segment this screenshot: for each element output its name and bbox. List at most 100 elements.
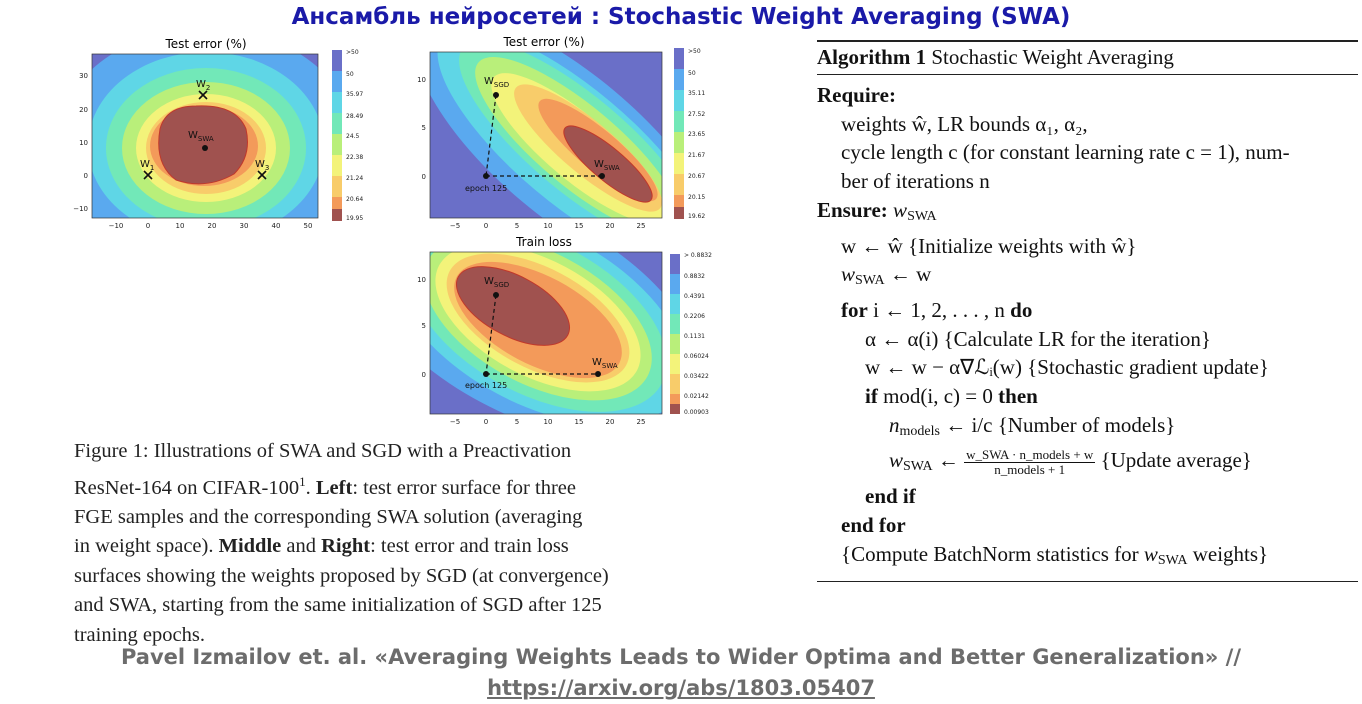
colorbar <box>674 48 684 219</box>
svg-text:−10: −10 <box>73 205 88 213</box>
svg-text:> 0.8832: > 0.8832 <box>684 252 712 259</box>
figure-caption: Figure 1: Illustrations of SWA and SGD w… <box>74 440 609 646</box>
slide-title: Ансамбль нейросетей : Stochastic Weight … <box>291 4 1071 30</box>
svg-text:5: 5 <box>422 124 426 132</box>
svg-text:0.02142: 0.02142 <box>684 393 709 400</box>
svg-text:0: 0 <box>422 371 426 379</box>
svg-text:24.5: 24.5 <box>346 133 360 140</box>
svg-text:0.06024: 0.06024 <box>684 353 709 360</box>
algo-line: wSWA ← w_SWA · n_models + w n_models + 1 … <box>889 447 1252 478</box>
algo-line: nmodels ← i/c {Number of models} <box>889 412 1176 439</box>
algo-line: end if <box>865 484 916 509</box>
point-label: WSGD <box>484 276 509 289</box>
svg-text:21.67: 21.67 <box>688 152 705 159</box>
algo-line: w ← ŵ {Initialize weights with ŵ} <box>841 233 1137 258</box>
svg-text:>50: >50 <box>346 49 359 56</box>
point-label: WSWA <box>592 357 618 370</box>
svg-text:10: 10 <box>417 76 426 84</box>
svg-text:0.1131: 0.1131 <box>684 333 705 340</box>
svg-text:50: 50 <box>688 70 696 77</box>
svg-text:15: 15 <box>575 222 584 230</box>
svg-text:0: 0 <box>84 172 88 180</box>
svg-text:10: 10 <box>176 222 185 230</box>
point-label: W3 <box>255 159 269 172</box>
plot-left-test-error: Test error (%) W2 WSWA W1 W3 −10 0 10 20… <box>56 34 376 234</box>
plot-title: Train loss <box>515 235 572 249</box>
algo-line: for i ← 1, 2, . . . , n do <box>841 297 1033 322</box>
svg-text:28.49: 28.49 <box>346 113 363 120</box>
svg-text:0.00903: 0.00903 <box>684 409 709 416</box>
footer-citation: Pavel Izmailov et. al. «Averaging Weight… <box>0 642 1362 704</box>
require-keyword: Require: <box>817 83 896 107</box>
algorithm-label: Algorithm 1 <box>817 45 927 69</box>
svg-text:10: 10 <box>544 418 553 426</box>
svg-text:5: 5 <box>422 322 426 330</box>
point-label: WSWA <box>188 130 214 143</box>
figure-label: Figure 1: <box>74 440 149 462</box>
svg-text:−5: −5 <box>450 222 460 230</box>
colorbar <box>332 50 342 221</box>
svg-text:10: 10 <box>417 276 426 284</box>
svg-text:21.24: 21.24 <box>346 175 363 182</box>
svg-text:0: 0 <box>484 418 488 426</box>
svg-text:20: 20 <box>606 418 615 426</box>
point-label: WSGD <box>484 76 509 89</box>
point-label: W2 <box>196 79 210 92</box>
algorithm-box: Algorithm 1 Stochastic Weight Averaging … <box>817 40 1358 583</box>
svg-text:19.62: 19.62 <box>688 213 705 220</box>
svg-text:30: 30 <box>240 222 249 230</box>
svg-text:25: 25 <box>637 222 646 230</box>
svg-text:27.52: 27.52 <box>688 111 705 118</box>
svg-text:35.11: 35.11 <box>688 90 705 97</box>
fraction: w_SWA · n_models + w n_models + 1 <box>964 447 1096 478</box>
svg-text:50: 50 <box>346 71 354 78</box>
plot-title: Test error (%) <box>502 35 584 49</box>
algo-line: w ← w − α∇ℒᵢ(w) {Stochastic gradient upd… <box>865 355 1269 380</box>
svg-text:35.97: 35.97 <box>346 91 363 98</box>
svg-text:10: 10 <box>544 222 553 230</box>
algo-line: if mod(i, c) = 0 then <box>865 384 1038 409</box>
svg-text:20: 20 <box>606 222 615 230</box>
colorbar <box>670 254 680 414</box>
svg-text:5: 5 <box>515 418 519 426</box>
point-label: WSWA <box>594 159 620 172</box>
svg-text:10: 10 <box>79 139 88 147</box>
svg-text:23.65: 23.65 <box>688 131 705 138</box>
plot-middle-test-error: Test error (%) WSGD WSWA epoch 125 −5 0 … <box>408 34 718 234</box>
algorithm-name: Stochastic Weight Averaging <box>926 45 1174 69</box>
start-label: epoch 125 <box>465 381 507 390</box>
svg-text:50: 50 <box>304 222 313 230</box>
svg-text:20: 20 <box>208 222 217 230</box>
svg-text:0.2206: 0.2206 <box>684 313 705 320</box>
svg-text:0: 0 <box>422 173 426 181</box>
arxiv-link[interactable]: https://arxiv.org/abs/1803.05407 <box>487 676 875 700</box>
ensure-line: Ensure: wSWA <box>817 197 937 224</box>
svg-text:0: 0 <box>146 222 150 230</box>
svg-text:20.67: 20.67 <box>688 173 705 180</box>
svg-text:0: 0 <box>484 222 488 230</box>
svg-text:20.15: 20.15 <box>688 194 705 201</box>
algo-line: cycle length c (for constant learning ra… <box>841 140 1290 165</box>
point-label: W1 <box>140 159 154 172</box>
svg-text:15: 15 <box>575 418 584 426</box>
svg-text:30: 30 <box>79 72 88 80</box>
svg-text:0.03422: 0.03422 <box>684 373 709 380</box>
algo-line: {Compute BatchNorm statistics for wSWA w… <box>841 541 1269 568</box>
plot-train-loss: Train loss WSGD WSWA epoch 125 −5 0 5 10… <box>408 234 728 430</box>
svg-text:20: 20 <box>79 106 88 114</box>
algo-line: α ← α(i) {Calculate LR for the iteration… <box>865 326 1211 351</box>
svg-text:20.64: 20.64 <box>346 196 363 203</box>
svg-text:40: 40 <box>272 222 281 230</box>
algo-line: weights ŵ, LR bounds α₁, α₂, <box>841 111 1088 136</box>
svg-text:0.4391: 0.4391 <box>684 293 705 300</box>
algo-line: ber of iterations n <box>841 169 990 194</box>
svg-text:−5: −5 <box>450 418 460 426</box>
svg-text:22.38: 22.38 <box>346 154 363 161</box>
citation-text: Pavel Izmailov et. al. «Averaging Weight… <box>120 645 1242 669</box>
algo-line: end for <box>841 512 906 537</box>
svg-text:>50: >50 <box>688 48 701 55</box>
svg-text:0.8832: 0.8832 <box>684 273 705 280</box>
svg-text:−10: −10 <box>109 222 124 230</box>
svg-text:19.95: 19.95 <box>346 215 363 222</box>
algo-line: wSWA ← w <box>841 262 932 289</box>
